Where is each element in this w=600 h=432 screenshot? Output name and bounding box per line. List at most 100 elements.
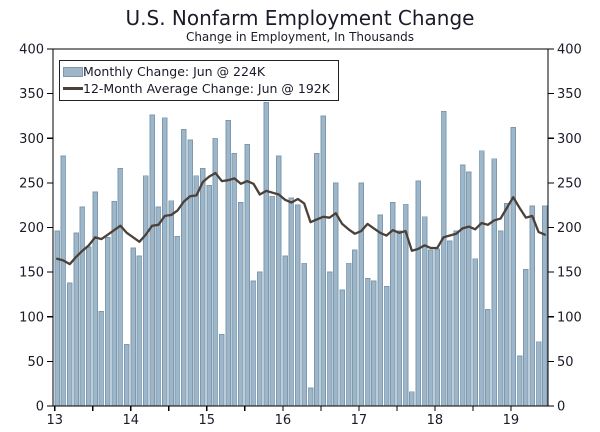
bar-month-31: [250, 280, 257, 407]
bar-month-15: [149, 114, 155, 407]
y-tick-label-left: 300: [19, 132, 44, 147]
bar-month-10: [117, 168, 124, 407]
bar-month-27: [225, 119, 231, 407]
bar-month-13: [136, 255, 143, 407]
bar-month-49: [364, 277, 371, 407]
bar-month-54: [396, 230, 402, 407]
bar-month-66: [472, 258, 478, 407]
bar-month-42: [320, 115, 326, 407]
bar-month-18: [168, 200, 174, 407]
bar-month-37: [288, 197, 295, 407]
bar-month-47: [352, 249, 358, 407]
bar-month-64: [459, 164, 466, 407]
bar-month-51: [377, 214, 383, 407]
bar-month-30: [244, 144, 250, 407]
average-change-line: [55, 171, 547, 266]
bar-month-36: [282, 255, 288, 407]
bar-month-20: [181, 128, 187, 407]
bar-month-69: [491, 158, 497, 407]
y-tick-label-right: 50: [557, 355, 574, 370]
bar-month-46: [345, 262, 352, 407]
bar-month-71: [504, 202, 510, 407]
page-subtitle: Change in Employment, In Thousands: [185, 30, 415, 44]
y-tick-label-left: 100: [19, 310, 44, 325]
x-tick-label-14: 14: [123, 413, 140, 428]
bar-month-33: [263, 102, 269, 407]
bar-month-1: [60, 155, 67, 407]
axis-labels: 0 0 50 50 100 100 150 150 200 200 250 250 300 300 350 3…: [19, 43, 582, 429]
bar-month-68: [485, 309, 491, 407]
x-tick-label-16: 16: [275, 413, 292, 428]
bar-month-50: [371, 280, 377, 407]
legend-label-average-change: 12-Month Average Change: Jun @ 192K: [83, 81, 330, 96]
y-tick-label-left: 250: [19, 176, 44, 191]
bar-month-34: [269, 195, 276, 407]
x-tick-label-18: 18: [427, 413, 444, 428]
monthly-change-bars: [54, 102, 548, 407]
bar-month-65: [466, 171, 472, 407]
bar-month-45: [339, 289, 345, 407]
bar-month-7: [98, 310, 105, 407]
x-tick-label-13: 13: [47, 413, 64, 428]
bar-month-74: [523, 269, 529, 407]
y-tick-label-left: 50: [27, 355, 44, 370]
bar-month-22: [193, 175, 200, 407]
bar-month-26: [219, 334, 225, 407]
page-title: U.S. Nonfarm Employment Change: [125, 6, 475, 30]
y-tick-label-right: 150: [557, 266, 582, 281]
bar-month-60: [434, 248, 440, 407]
x-tick-label-17: 17: [351, 413, 368, 428]
x-tick-label-15: 15: [199, 413, 216, 428]
bar-month-0: [54, 230, 60, 407]
bar-month-19: [174, 235, 181, 407]
bar-month-12: [130, 247, 136, 407]
bar-month-25: [212, 137, 219, 407]
bar-month-2: [67, 282, 73, 407]
bar-month-17: [162, 117, 168, 407]
bar-month-48: [358, 182, 364, 407]
y-tick-label-right: 400: [557, 43, 582, 58]
legend-label-monthly-change: Monthly Change: Jun @ 224K: [83, 64, 266, 79]
bar-month-63: [453, 230, 459, 407]
bar-month-28: [231, 152, 238, 407]
bar-month-14: [143, 175, 149, 407]
bar-month-29: [238, 202, 244, 407]
bar-month-24: [206, 185, 212, 407]
bar-month-62: [447, 240, 453, 407]
bar-month-39: [301, 262, 307, 407]
bar-month-5: [86, 246, 92, 407]
bar-month-23: [200, 168, 206, 407]
bar-month-75: [529, 205, 535, 407]
bar-month-61: [440, 111, 447, 407]
x-tick-label-19: 19: [503, 413, 520, 428]
y-tick-label-left: 350: [19, 87, 44, 102]
bar-month-77: [542, 205, 548, 407]
monthly-change-swatch-icon: [63, 66, 83, 77]
y-tick-label-left: 0: [36, 400, 44, 415]
bar-month-38: [295, 204, 301, 407]
legend-item-average-change: 12-Month Average Change: Jun @ 192K: [63, 80, 330, 97]
bar-month-59: [428, 249, 434, 407]
bar-month-4: [79, 206, 86, 407]
y-tick-label-right: 100: [557, 310, 582, 325]
bar-month-8: [105, 236, 111, 407]
y-tick-label-right: 200: [557, 221, 582, 236]
bar-month-43: [326, 271, 333, 407]
bar-month-21: [187, 139, 193, 407]
bar-month-41: [314, 152, 320, 407]
axes: [47, 48, 554, 411]
bar-month-40: [307, 387, 314, 407]
y-tick-label-right: 350: [557, 87, 582, 102]
bar-month-11: [124, 343, 130, 407]
y-tick-label-right: 250: [557, 176, 582, 191]
bar-month-57: [415, 180, 421, 407]
bar-month-32: [257, 271, 263, 407]
y-tick-label-right: 300: [557, 132, 582, 147]
bar-month-70: [497, 230, 504, 407]
legend-item-monthly-change: Monthly Change: Jun @ 224K: [63, 63, 330, 80]
bar-month-6: [92, 191, 98, 407]
y-tick-label-left: 200: [19, 221, 44, 236]
bar-month-76: [535, 341, 542, 407]
